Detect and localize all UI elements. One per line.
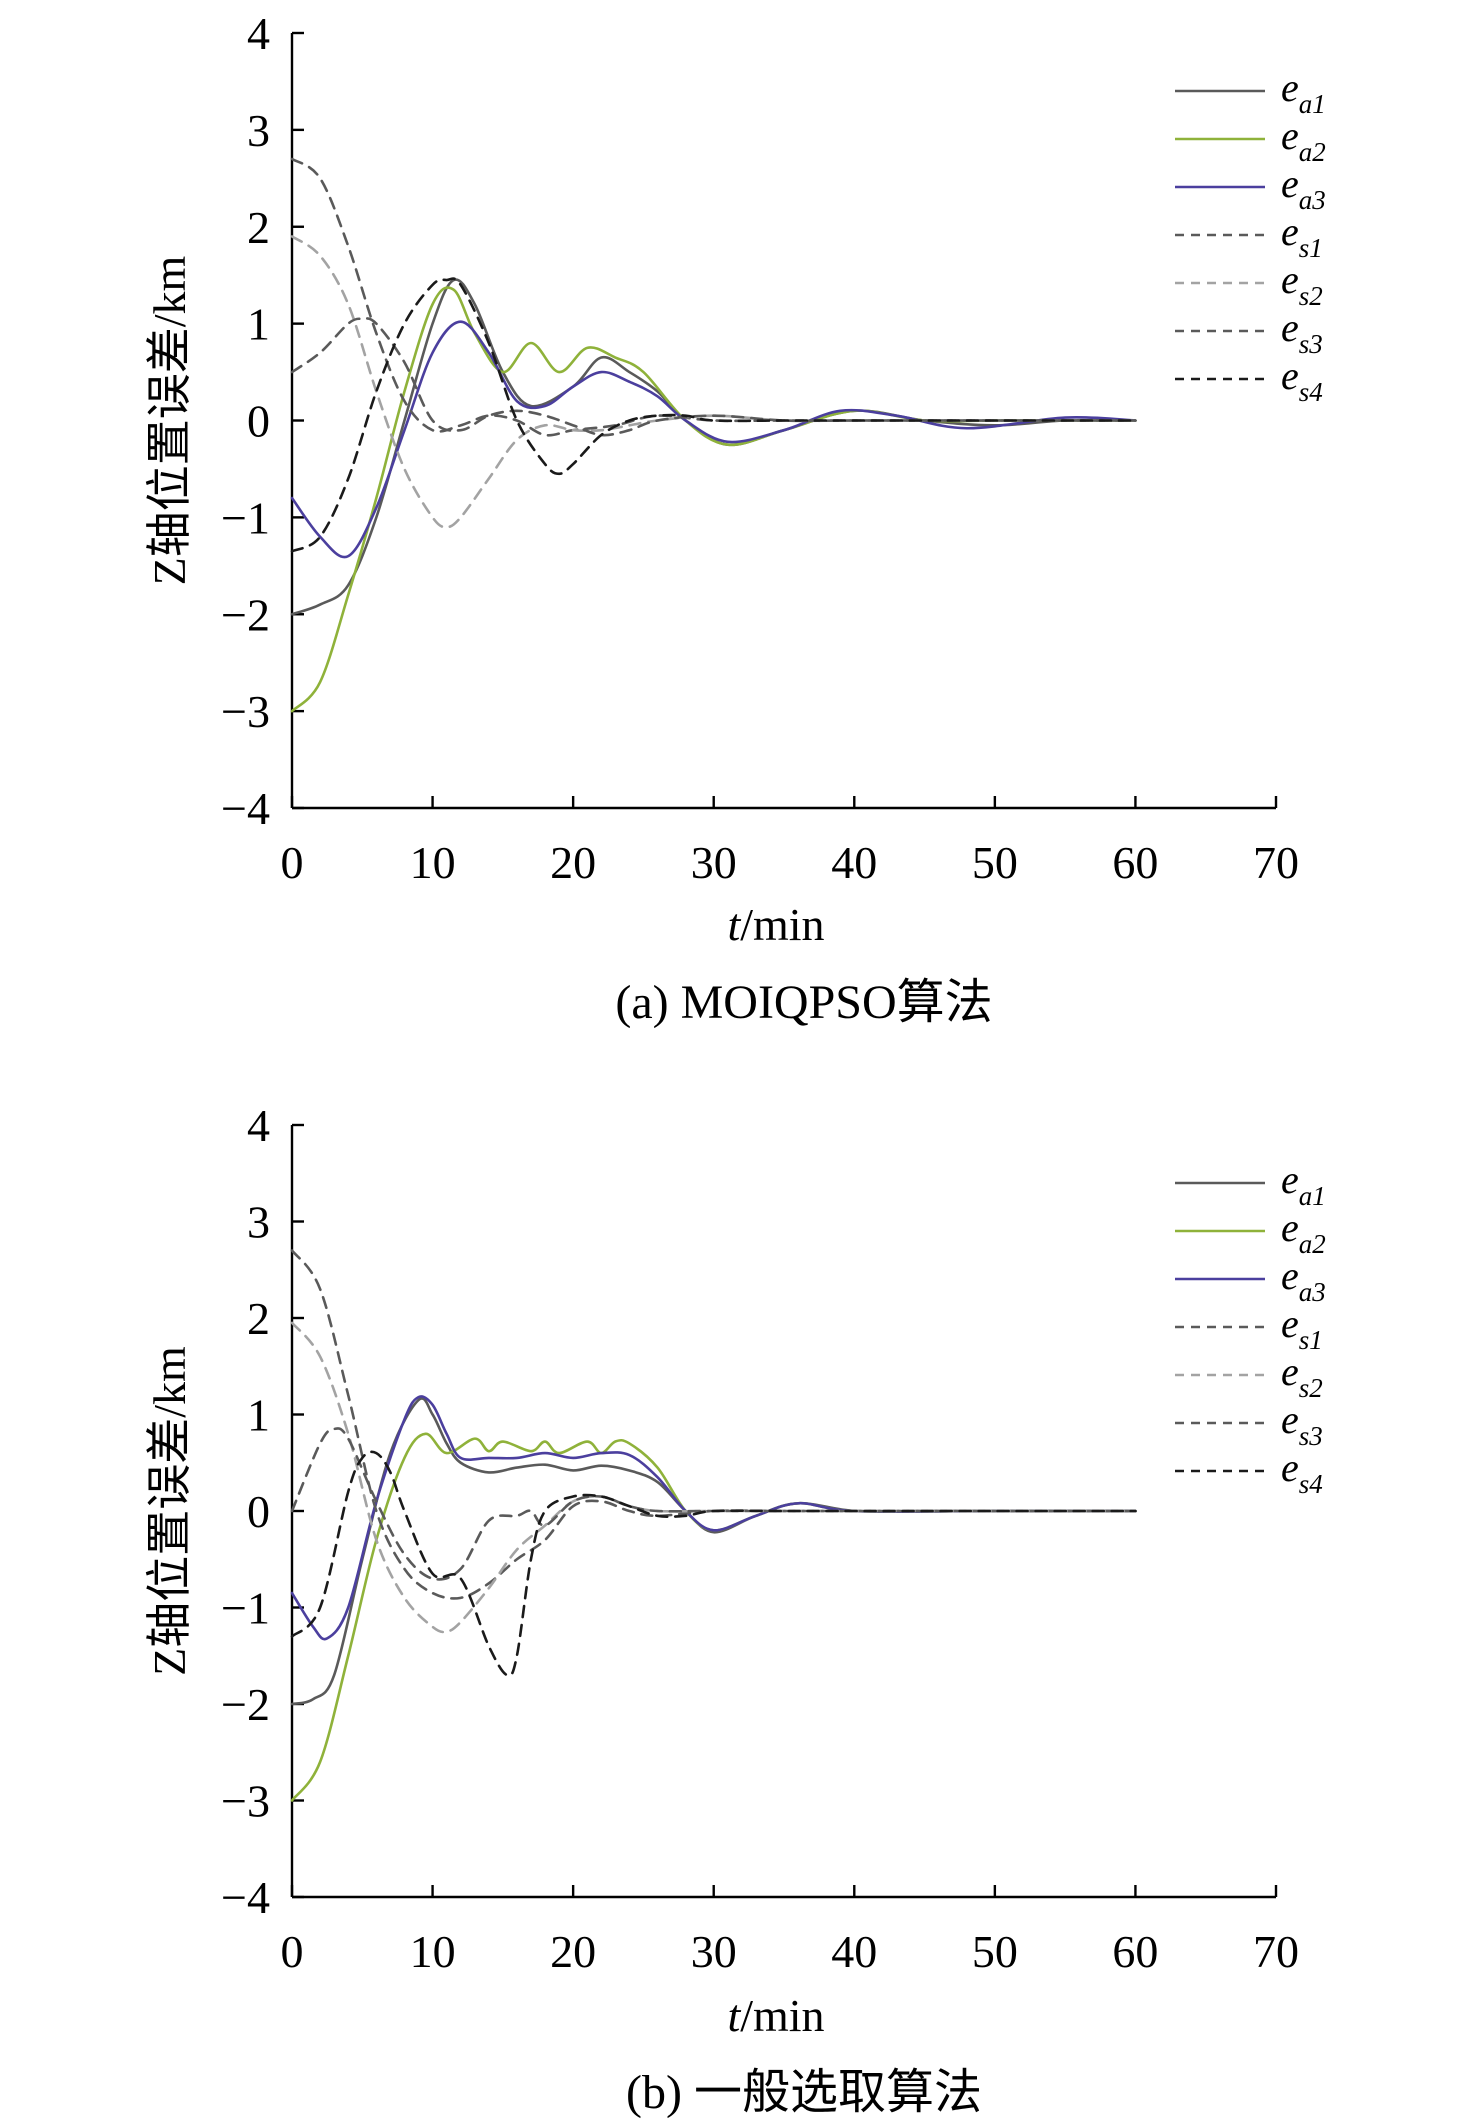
y-tick-label: −2 [221,1679,270,1730]
y-tick-label: 0 [247,1486,270,1537]
legend-label-ea1: ea1 [1281,65,1326,119]
series-line-es4 [290,1450,1137,1677]
y-tick-label: 2 [247,1293,270,1344]
y-tick-label: 4 [247,1100,270,1151]
series-line-es4 [290,277,1137,553]
x-tick-label: 70 [1253,837,1299,888]
y-tick-label: 0 [247,396,270,447]
legend-label-ea2: ea2 [1281,113,1326,167]
x-tick-label: 40 [831,837,877,888]
legend-label-es3: es3 [1281,1397,1323,1451]
x-tick-label: 10 [410,1926,456,1977]
x-tick-label: 60 [1112,1926,1158,1977]
y-tick-label: 3 [247,105,270,156]
x-tick-label: 60 [1112,837,1158,888]
x-tick-label: 10 [410,837,456,888]
y-tick-label: 3 [247,1197,270,1248]
y-tick-label: −4 [221,783,270,834]
x-tick-label: 20 [550,837,596,888]
series-line-ea3 [290,1395,1137,1641]
y-tick-label: 1 [247,299,270,350]
legend-label-es1: es1 [1281,209,1323,263]
x-tick-label: 70 [1253,1926,1299,1977]
series-line-ea1 [290,1397,1137,1706]
x-tick-label: 0 [281,837,304,888]
y-tick-label: −2 [221,589,270,640]
series-line-ea3 [290,320,1137,559]
y-tick-label: −1 [221,1583,270,1634]
x-tick-label: 20 [550,1926,596,1977]
x-tick-label: 0 [281,1926,304,1977]
y-tick-label: −4 [221,1872,270,1923]
series-line-ea2 [290,286,1137,713]
y-tick-label: 4 [247,8,270,59]
x-axis-label: t/min [727,1990,824,2041]
chart-panel-a: 0 10 20 30 40 50 60 7043210−1−2−3−4Z轴位置误差/kmt/m… [144,8,1326,1029]
y-axis-label: Z轴位置误差/km [144,255,195,585]
legend-label-ea3: ea3 [1281,161,1326,215]
chart-caption: (b) 一般选取算法 [626,2066,982,2119]
legend-label-es4: es4 [1281,1445,1323,1499]
legend-label-ea3: ea3 [1281,1253,1326,1307]
x-tick-label: 50 [972,837,1018,888]
series-line-ea2 [290,1432,1137,1802]
series-line-es2 [290,235,1137,529]
x-tick-label: 30 [691,837,737,888]
legend-label-es2: es2 [1281,1349,1323,1403]
y-axis-label: Z轴位置误差/km [144,1346,195,1676]
series-line-es3 [290,1427,1137,1581]
chart-caption: (a) MOIQPSO算法 [615,976,992,1029]
x-axis-label: t/min [727,899,824,950]
y-tick-label: −3 [221,686,270,737]
y-tick-label: −3 [221,1776,270,1827]
legend-label-es3: es3 [1281,305,1323,359]
chart-panel-b: 0 10 20 30 40 50 60 7043210−1−2−3−4Z轴位置误差/kmt/m… [144,1100,1326,2119]
y-tick-label: 1 [247,1390,270,1441]
series-line-es1 [290,1249,1137,1600]
y-tick-label: 2 [247,202,270,253]
legend-label-ea1: ea1 [1281,1157,1326,1211]
y-tick-label: −1 [221,492,270,543]
x-tick-label: 40 [831,1926,877,1977]
series-line-es3 [290,317,1137,437]
x-tick-label: 50 [972,1926,1018,1977]
legend-label-es1: es1 [1281,1301,1323,1355]
legend-label-es2: es2 [1281,257,1323,311]
series-line-es1 [290,157,1137,437]
legend-label-es4: es4 [1281,353,1323,407]
x-tick-label: 30 [691,1926,737,1977]
legend-label-ea2: ea2 [1281,1205,1326,1259]
series-line-ea1 [290,278,1137,616]
